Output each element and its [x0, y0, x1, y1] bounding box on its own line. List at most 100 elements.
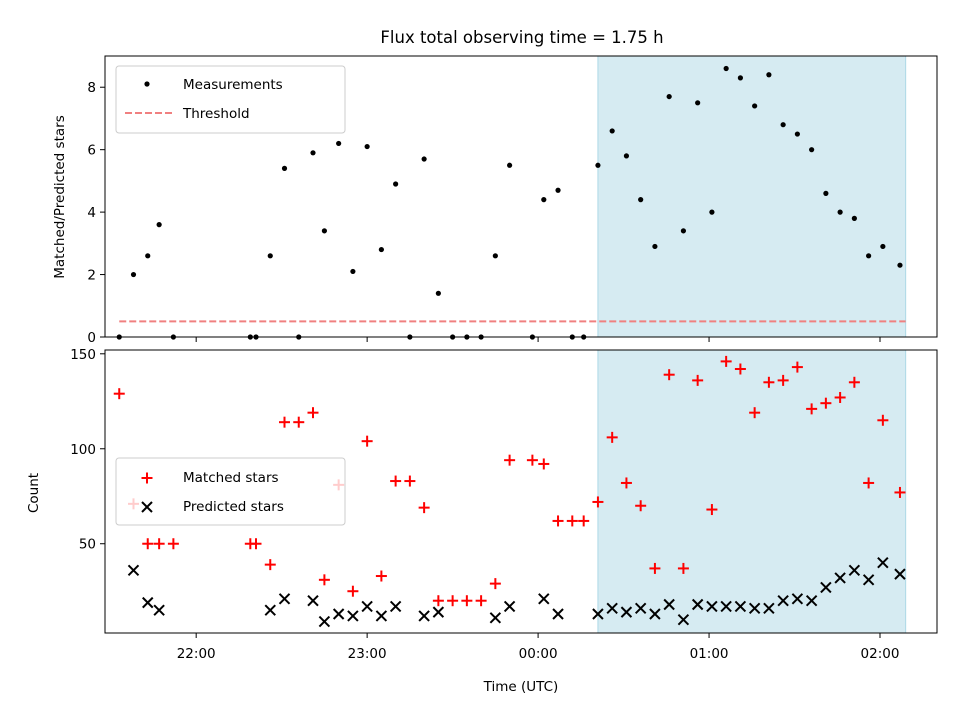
- measurement-point: [281, 165, 288, 171]
- measurement-point: [652, 243, 658, 250]
- matched-star-point: [279, 416, 291, 428]
- measurement-point: [897, 262, 903, 268]
- matched-star-point: [763, 376, 775, 388]
- measurement-point: [421, 156, 427, 162]
- matched-star-point: [153, 538, 165, 550]
- matched-star-point: [649, 562, 661, 574]
- bottom-legend: Matched stars Predicted stars: [115, 457, 346, 526]
- predicted-star-point: [264, 604, 276, 616]
- measurement-point: [393, 181, 399, 187]
- matched-star-point: [167, 538, 179, 550]
- predicted-star-point: [318, 615, 331, 628]
- predicted-star-point: [153, 604, 165, 616]
- bottom-ytick-label: 100: [70, 442, 96, 458]
- matched-star-point: [877, 414, 889, 426]
- predicted-star-point: [347, 610, 359, 622]
- bottom-ytick-label: 50: [79, 537, 96, 553]
- legend-matched-marker: [141, 472, 153, 484]
- measurement-point: [555, 187, 561, 193]
- predicted-star-point: [332, 608, 345, 620]
- matched-star-point: [447, 595, 459, 607]
- top-legend-box: [115, 65, 346, 134]
- predicted-star-point: [706, 600, 718, 613]
- matched-star-point: [791, 361, 803, 373]
- matched-star-point: [461, 595, 473, 607]
- measurement-point: [435, 290, 441, 296]
- matched-star-point: [375, 570, 387, 582]
- matched-star-point: [307, 407, 319, 419]
- predicted-star-point: [691, 598, 704, 611]
- measurement-point: [336, 140, 342, 147]
- matched-star-point: [578, 515, 590, 527]
- bottom-ytick-label: 150: [70, 347, 96, 363]
- legend-threshold-label: Threshold: [182, 106, 250, 122]
- matched-star-point: [894, 486, 906, 498]
- top-ytick-label: 6: [87, 143, 96, 159]
- top-ytick-label: 0: [87, 330, 96, 346]
- bottom-plot-marks: [113, 355, 906, 628]
- predicted-star-point: [606, 602, 618, 615]
- matched-star-point: [475, 595, 487, 607]
- matched-star-point: [318, 574, 330, 586]
- predicted-star-point: [663, 598, 675, 611]
- bottom-xtick-label: 01:00: [690, 646, 729, 662]
- matched-star-point: [361, 435, 373, 447]
- bottom-xtick-label: 22:00: [177, 646, 216, 662]
- matched-star-point: [635, 500, 647, 512]
- measurement-point: [321, 228, 327, 234]
- matched-star-point: [606, 431, 618, 443]
- predicted-star-point: [734, 600, 747, 613]
- predicted-star-point: [649, 608, 661, 620]
- legend-predicted-label: Predicted stars: [183, 499, 284, 515]
- chart-title: Flux total observing time = 1.75 h: [380, 28, 663, 47]
- top-axes: 0 2 4 6 8: [87, 80, 881, 346]
- measurement-point: [809, 147, 815, 153]
- measurement-point: [350, 268, 356, 275]
- predicted-star-point: [834, 572, 846, 584]
- predicted-star-point: [503, 600, 516, 613]
- matched-star-point: [552, 515, 564, 527]
- matched-star-point: [734, 363, 746, 375]
- top-ytick-label: 8: [87, 80, 96, 96]
- measurement-point: [823, 190, 829, 196]
- predicted-star-point: [894, 568, 906, 580]
- predicted-star-point: [127, 564, 140, 577]
- predicted-star-point: [777, 595, 789, 607]
- matched-star-point: [489, 578, 501, 590]
- predicted-star-point: [763, 602, 775, 615]
- predicted-star-point: [278, 593, 291, 605]
- measurement-point: [623, 153, 630, 159]
- measurement-point: [595, 162, 601, 168]
- predicted-star-point: [389, 600, 402, 613]
- predicted-star-point: [620, 606, 633, 618]
- predicted-star-point: [720, 600, 732, 613]
- top-axes-frame: [104, 55, 938, 338]
- predicted-star-point: [489, 612, 502, 624]
- matched-star-point: [264, 559, 276, 571]
- measurement-point: [492, 253, 498, 259]
- measurement-point: [541, 197, 547, 203]
- matched-star-point: [663, 369, 675, 381]
- measurement-point: [766, 72, 772, 78]
- matched-star-point: [848, 376, 860, 388]
- top-ylabel: Matched/Predicted stars: [52, 115, 68, 278]
- measurement-point: [378, 246, 384, 253]
- top-legend: Measurements Threshold: [115, 65, 346, 134]
- matched-star-point: [777, 374, 789, 386]
- top-ytick-label: 4: [87, 205, 96, 221]
- top-plot-marks: [116, 65, 906, 340]
- measurement-point: [695, 100, 701, 106]
- bottom-legend-box: [115, 457, 346, 526]
- predicted-star-point: [552, 608, 564, 620]
- measurement-point: [156, 222, 162, 228]
- legend-matched-plus: [141, 472, 153, 484]
- predicted-star-point: [848, 564, 861, 577]
- matched-star-point: [706, 504, 718, 516]
- predicted-star-point: [862, 574, 875, 586]
- matched-star-point: [293, 416, 305, 428]
- measurement-point: [709, 209, 715, 215]
- bottom-axes: 50 100 150 22:00 23:00 00:00 01:00 02:00: [70, 347, 899, 662]
- predicted-star-point: [748, 602, 761, 615]
